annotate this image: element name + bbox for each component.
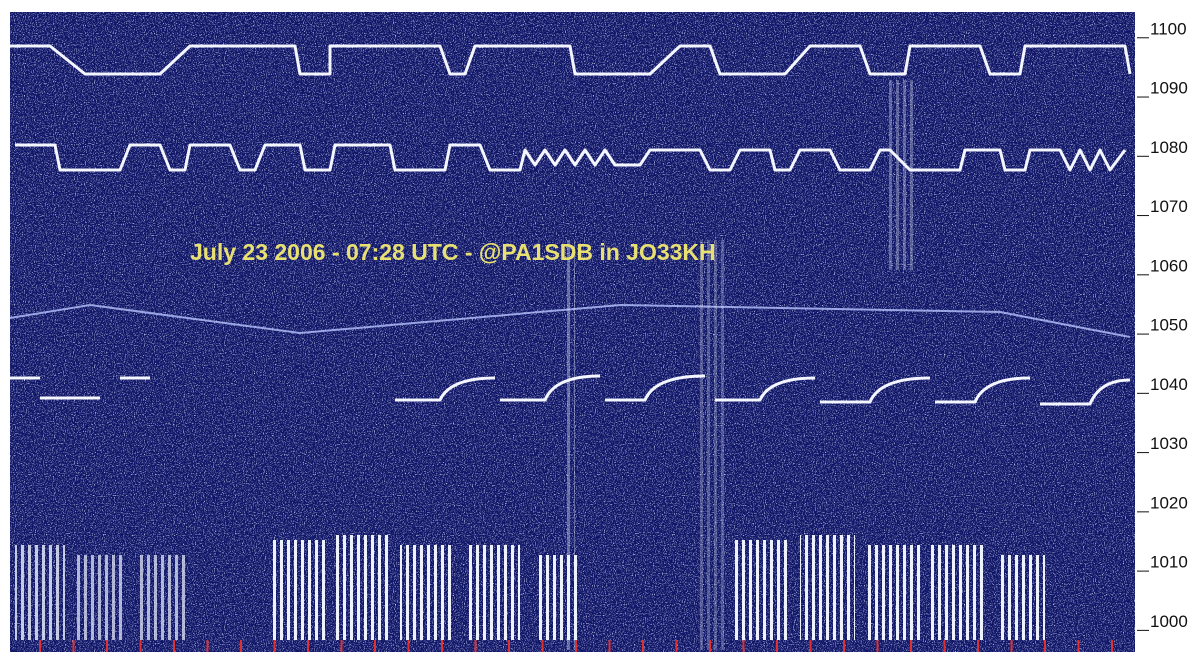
y-tick-label: 1010 — [1150, 553, 1188, 572]
y-tick-label: 1070 — [1150, 197, 1188, 216]
y-tick-label: 1020 — [1150, 493, 1188, 512]
y-tick-label: 1040 — [1150, 375, 1188, 394]
y-tick-label: 1060 — [1150, 256, 1188, 275]
traces — [9, 44, 1132, 650]
annotation: July 23 2006 - 07:28 UTC - @PA1SDB in JO… — [190, 239, 716, 265]
y-tick-label: 1050 — [1150, 316, 1188, 335]
y-tick-label: 1100 — [1150, 19, 1187, 38]
time-markers — [39, 640, 1113, 652]
y-tick-label: 1090 — [1150, 79, 1188, 98]
y-tick-label: 1000 — [1150, 612, 1188, 631]
y-tick-label: 1030 — [1150, 434, 1188, 453]
y-tick-label: 1080 — [1150, 138, 1188, 157]
